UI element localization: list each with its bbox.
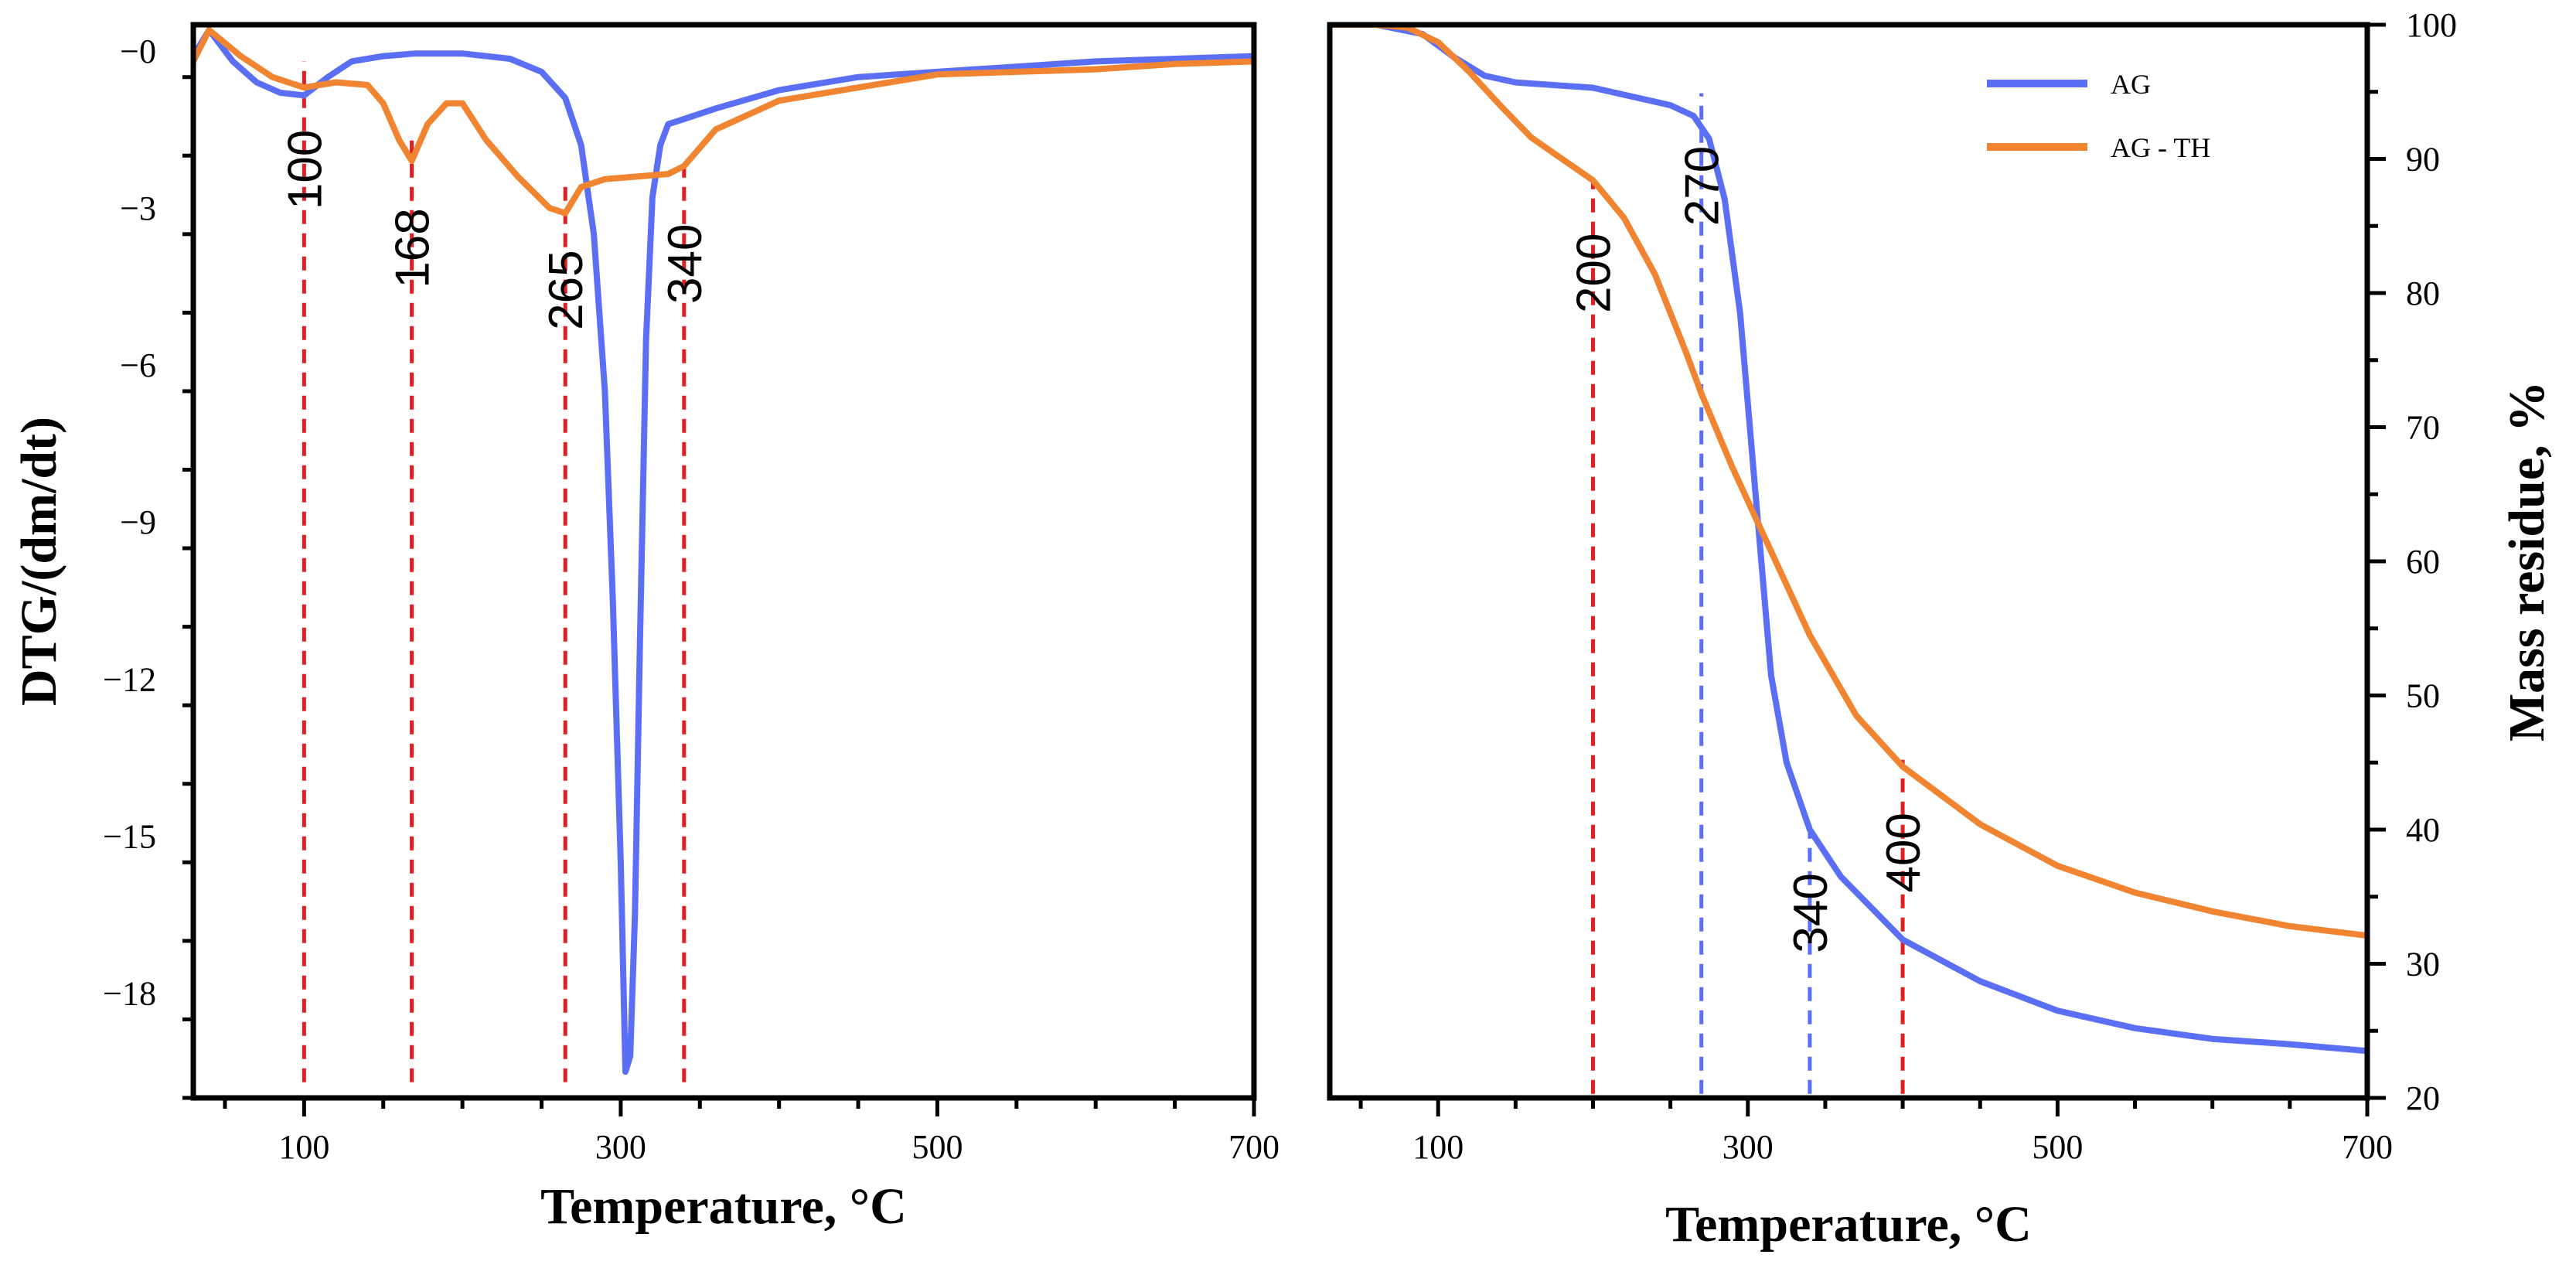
left-annotation-label-340: 340	[659, 224, 712, 304]
right-y-tick-label: 30	[2406, 946, 2440, 983]
right-annotation-label-270: 270	[1676, 146, 1729, 226]
right-series-ag-line	[1330, 25, 2367, 1055]
left-series-ag-line	[193, 26, 1254, 1075]
right-plot-frame	[1327, 22, 2370, 1101]
right-y-tick-label: 40	[2406, 811, 2440, 849]
left-x-tick-label: 500	[911, 1128, 963, 1166]
legend-label-ag-th: AG - TH	[2111, 132, 2210, 163]
right-y-tick-label: 20	[2406, 1079, 2440, 1117]
right-x-axis-title: Temperature, °C	[1665, 1196, 2032, 1253]
left-y-tick-label: −0	[120, 32, 156, 70]
left-plot-frame	[190, 22, 1257, 1101]
left-annotation-label-265: 265	[540, 250, 593, 329]
right-chart-panel: 200 270 340 400 100 300 500 700 20 30 40 50 60 70 80 90…	[1327, 6, 2555, 1253]
left-x-tick-label: 700	[1228, 1128, 1279, 1166]
right-annotation-label-400: 400	[1877, 813, 1930, 892]
right-x-tick-label: 500	[2032, 1128, 2083, 1166]
left-y-axis-title: DTG/(dm/dt)	[11, 417, 67, 706]
left-y-tick-label: −3	[120, 189, 156, 227]
right-x-tick-label: 700	[2342, 1128, 2393, 1166]
left-x-tick-label: 100	[278, 1128, 329, 1166]
right-x-tick-label: 300	[1722, 1128, 1774, 1166]
right-legend: AG AG - TH	[1987, 69, 2210, 163]
right-series-ag-th-line	[1330, 25, 2367, 939]
right-y-tick-label: 70	[2406, 409, 2440, 447]
right-y-tick-label: 60	[2406, 543, 2440, 581]
right-annotation-label-340: 340	[1784, 873, 1838, 953]
left-chart-panel: 100 168 265 340 100 300 500 700 −0 −3 −6 −9 −12 −15 −1…	[11, 22, 1279, 1235]
left-y-tick-label: −15	[103, 817, 156, 855]
right-y-tick-label: 80	[2406, 274, 2440, 312]
legend-label-ag: AG	[2111, 69, 2151, 100]
left-x-tick-label: 300	[595, 1128, 646, 1166]
right-annotation-label-200: 200	[1568, 233, 1621, 313]
left-annotation-label-168: 168	[387, 208, 440, 288]
left-x-axis-title: Temperature, °C	[540, 1178, 907, 1235]
right-x-tick-label: 100	[1412, 1128, 1463, 1166]
left-series-ag-th-line	[193, 26, 1254, 216]
right-y-tick-label: 50	[2406, 677, 2440, 715]
right-y-axis-title: Mass residue, %	[2499, 381, 2555, 741]
left-y-tick-label: −18	[103, 975, 156, 1013]
left-y-tick-label: −9	[120, 503, 156, 541]
right-y-tick-label: 100	[2406, 6, 2457, 44]
left-y-tick-label: −6	[120, 346, 156, 384]
left-annotation-label-100: 100	[278, 130, 332, 210]
right-y-tick-label: 90	[2406, 141, 2440, 179]
left-y-tick-label: −12	[103, 660, 156, 698]
